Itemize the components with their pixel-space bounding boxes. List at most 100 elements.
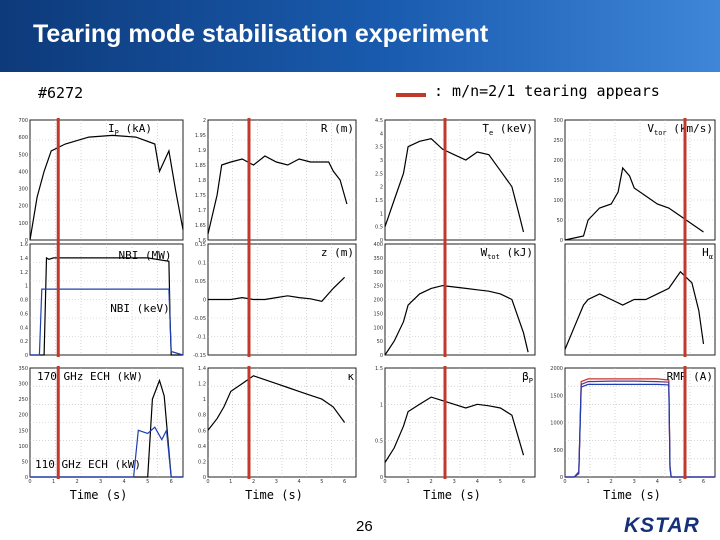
y-tick-label: 0.8: [20, 298, 28, 304]
series-line: [564, 270, 705, 350]
panel-col2-row2: 0.15 0.1 0.05 0 -0.05 -0.1 -0.15 z (m): [193, 242, 357, 359]
y-tick-label: 2: [380, 185, 383, 191]
x-tick-label: 3: [99, 479, 102, 485]
panel-label-main: NBI (MW): [119, 249, 172, 262]
page-number: 26: [356, 518, 373, 535]
y-tick-label: 4.5: [375, 118, 383, 124]
y-tick-label: 300: [553, 118, 563, 124]
y-tick-label: 1000: [550, 421, 563, 427]
y-tick-label: 2.5: [375, 171, 383, 177]
panel-label-units: (kA): [119, 122, 152, 135]
y-tick-label: 0.5: [375, 225, 383, 231]
series-line: [564, 166, 704, 241]
panel-label-subscript: tot: [487, 253, 500, 261]
y-tick-label: 1: [380, 402, 383, 408]
y-tick-label: 0: [560, 238, 563, 244]
panel-label-subscript: α: [709, 253, 713, 261]
panel-label-main: β: [522, 370, 529, 383]
legend-text: : m/n=2/1 tearing appears: [434, 82, 660, 100]
panel-col1-row3: 350 300 250 200 150 100 50 00 1 2 3 4 5 6 Time (s) 170 …: [18, 366, 184, 502]
panel-label: κ: [347, 370, 354, 383]
y-tick-label: 150: [373, 311, 383, 317]
x-tick-label: 0: [383, 479, 386, 485]
y-tick-label: 1.4: [198, 366, 206, 372]
y-tick-label: 0.1: [198, 261, 206, 267]
y-tick-label: 1.2: [20, 270, 28, 276]
series-line: [30, 288, 184, 356]
panel-label-main: κ: [347, 370, 354, 383]
x-tick-label: 4: [476, 479, 479, 485]
panel-label-main: T: [482, 122, 489, 135]
x-tick-label: 2: [252, 479, 255, 485]
y-tick-label: 1.2: [198, 382, 206, 388]
x-tick-label: 1: [586, 479, 589, 485]
y-tick-label: 1.95: [195, 133, 206, 139]
y-tick-label: 1.75: [195, 193, 206, 199]
y-tick-label: 0.2: [198, 459, 206, 465]
y-tick-label: 0.8: [198, 413, 206, 419]
x-tick-label: 1: [406, 479, 409, 485]
x-tick-label: 2: [430, 479, 433, 485]
panel-label: R (m): [321, 122, 354, 135]
panel-label-subscript: e: [489, 129, 493, 137]
panel-label: βP: [522, 370, 533, 385]
y-tick-label: 0: [380, 238, 383, 244]
panel-label-subscript: P: [115, 129, 119, 137]
y-tick-label: 2: [203, 118, 206, 124]
x-axis-label: Time (s): [603, 488, 661, 502]
y-tick-label: 400: [18, 169, 28, 175]
panel-label: RMP (A): [667, 370, 713, 383]
y-tick-label: 0.15: [195, 242, 206, 248]
x-tick-label: 4: [123, 479, 126, 485]
panel-col2-row1: 2 1.95 1.9 1.85 1.8 1.75 1.7 1.65 1.6 R (m): [195, 118, 357, 244]
x-tick-label: 5: [499, 479, 502, 485]
y-tick-label: 500: [553, 448, 563, 454]
y-tick-label: 100: [553, 198, 563, 204]
y-tick-label: 0: [380, 475, 383, 481]
x-tick-label: 2: [610, 479, 613, 485]
y-tick-label: 100: [18, 444, 28, 450]
kstar-logo: KSTAR: [624, 514, 714, 538]
shot-number: #6272: [38, 84, 84, 102]
y-tick-label: 100: [18, 221, 28, 227]
y-tick-label: 0.5: [375, 439, 383, 445]
y-tick-label: 200: [18, 204, 28, 210]
y-tick-label: 300: [18, 187, 28, 193]
panel-label: IP (kA): [108, 122, 152, 137]
logo-text: KSTAR: [624, 514, 700, 537]
y-tick-label: 1.65: [195, 223, 206, 229]
y-tick-label: -0.15: [193, 353, 206, 359]
x-tick-label: 5: [679, 479, 682, 485]
series-line: [207, 155, 348, 235]
panel-label-main: 170 GHz ECH (kW): [37, 370, 143, 383]
panel-label: 110 GHz ECH (kW): [35, 458, 141, 471]
x-tick-label: 3: [453, 479, 456, 485]
y-tick-label: 300: [18, 382, 28, 388]
panel-label-subscript: P: [529, 377, 533, 385]
x-tick-label: 2: [75, 479, 78, 485]
y-tick-label: 700: [18, 118, 28, 124]
y-tick-label: 1.8: [198, 178, 206, 184]
y-tick-label: 0.05: [195, 279, 206, 285]
x-tick-label: 6: [170, 479, 173, 485]
y-tick-label: 1.4: [20, 256, 28, 262]
y-tick-label: 1.7: [198, 208, 206, 214]
x-tick-label: 6: [522, 479, 525, 485]
y-tick-label: 1.9: [198, 148, 206, 154]
x-axis-label: Time (s): [70, 488, 128, 502]
y-tick-label: 0: [560, 475, 563, 481]
y-tick-label: 150: [553, 178, 563, 184]
y-tick-label: 600: [18, 135, 28, 141]
y-tick-label: 0: [203, 298, 206, 304]
series-line: [29, 134, 184, 241]
panel-label-units: (keV): [493, 122, 533, 135]
panel-label-main: W: [481, 246, 488, 259]
panel-col1-row2: 1.6 1.4 1.2 1 0.8 0.6 0.4 0.2 0 NBI (MW) NBI (keV): [20, 242, 184, 359]
panel-col2-row3: 1.4 1.2 1 0.8 0.6 0.4 0.2 00 1 2 3 4 5 6 Time (s) κ: [198, 366, 357, 502]
y-tick-label: 250: [18, 397, 28, 403]
x-tick-label: 4: [297, 479, 300, 485]
y-tick-label: 50: [377, 339, 383, 345]
y-tick-label: 1.6: [20, 242, 28, 248]
panel-label: NBI (keV): [110, 302, 170, 315]
y-tick-label: 200: [373, 298, 383, 304]
